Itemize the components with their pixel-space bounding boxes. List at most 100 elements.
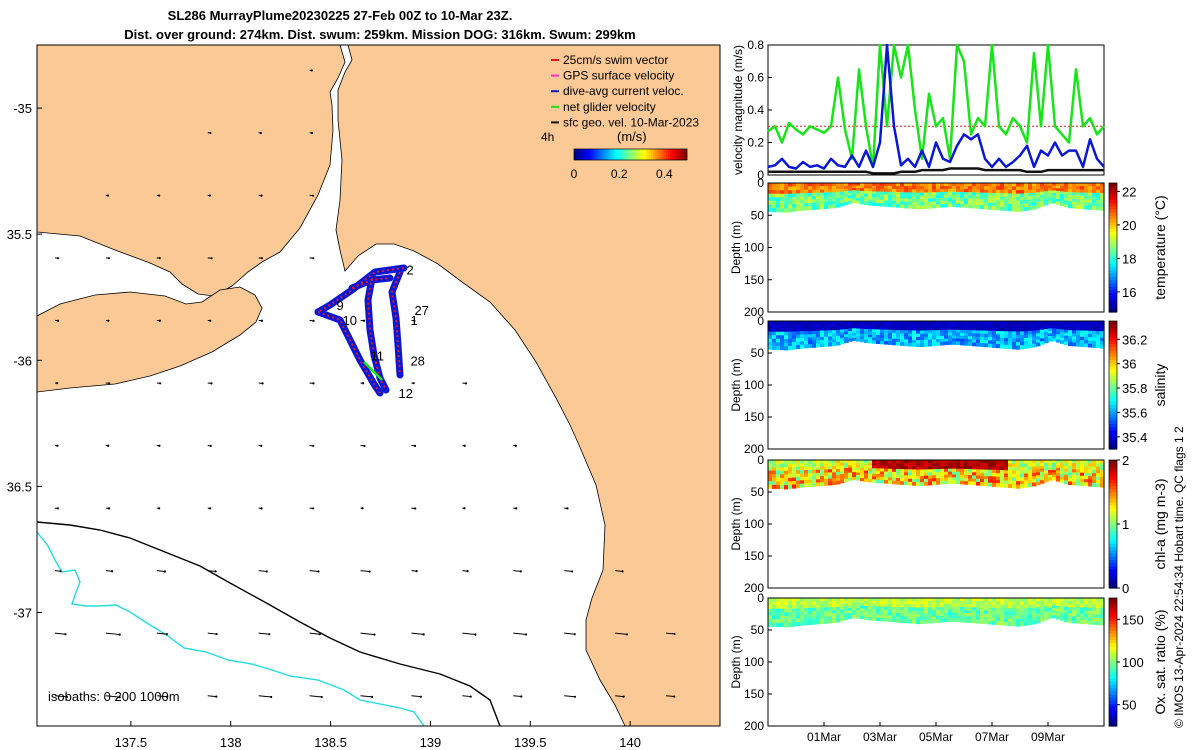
section-cell [1076, 598, 1081, 602]
section-cell [896, 460, 901, 464]
section-colorbar-cell [1109, 713, 1117, 717]
section-cell [844, 603, 849, 607]
section-cell [1000, 193, 1005, 198]
section-cell [1048, 336, 1053, 340]
section-cell [1020, 618, 1025, 623]
colorbar-cell [652, 149, 656, 160]
section-cell [832, 327, 837, 331]
section-cell [800, 344, 805, 349]
section-cell [884, 462, 889, 467]
section-colorbar-cell [1109, 308, 1117, 313]
geo-velocity-head [622, 695, 625, 698]
section-cell [1028, 463, 1033, 468]
section-cell [1024, 186, 1029, 191]
section-cell [1072, 324, 1077, 328]
section-cell [832, 186, 837, 190]
section-cell [984, 333, 989, 338]
section-cell [1036, 619, 1041, 624]
section-cell [804, 341, 809, 345]
section-cell [776, 342, 781, 347]
section-cell [956, 188, 961, 193]
section-cell [864, 460, 869, 464]
section-cell [1100, 618, 1105, 623]
section-cell [900, 336, 905, 340]
section-cell [980, 186, 985, 190]
section-cell [800, 601, 805, 606]
section-cell [816, 614, 821, 618]
section-colorbar-cell [1109, 543, 1117, 547]
section-cell [936, 616, 941, 620]
colorbar-cell [632, 149, 635, 160]
section-cell [852, 325, 857, 329]
section-cell [924, 205, 929, 209]
section-cell [892, 191, 897, 196]
section-cell [1008, 608, 1013, 613]
section-cell [796, 466, 801, 471]
section-cell [1024, 608, 1029, 613]
geo-velocity-head [64, 633, 67, 636]
section-cell [860, 333, 865, 338]
section-cell [1040, 326, 1045, 331]
section-cell [880, 321, 885, 325]
section-cell [816, 476, 821, 480]
section-cell [1096, 598, 1101, 602]
section-cell [904, 604, 909, 608]
section-cell [812, 601, 817, 606]
section-cell [920, 343, 925, 347]
section-colorbar-cell [1109, 263, 1117, 268]
section-cell [912, 475, 917, 480]
section-cell [980, 202, 985, 206]
map-ytick-label: 36.5 [7, 479, 32, 494]
section-cell [772, 328, 777, 333]
colorbar-cell [619, 149, 622, 160]
section-cell [912, 460, 917, 464]
section-cell [832, 189, 837, 193]
section-cell [876, 598, 881, 602]
section-cell [816, 333, 821, 338]
section-cell [996, 321, 1001, 325]
section-cell [916, 330, 921, 335]
section-cell [1000, 337, 1005, 342]
section-colorbar-cell [1109, 546, 1117, 551]
section-colorbar-cell [1109, 343, 1117, 348]
section-cell [1000, 334, 1005, 339]
section-colorbar-cell [1109, 423, 1117, 428]
section-cell [1012, 345, 1017, 350]
section-cell [804, 608, 809, 612]
section-cell [968, 321, 973, 325]
geo-velocity-vector [666, 632, 675, 635]
section-cell [1056, 190, 1061, 195]
section-cell [808, 337, 813, 342]
section-colorbar-cell [1109, 703, 1117, 708]
section-cell [880, 600, 885, 605]
section-cell [876, 199, 881, 204]
section-cell [1052, 323, 1057, 327]
section-cell [872, 326, 877, 330]
section-cell [1044, 323, 1049, 327]
section-cell [880, 332, 885, 336]
geo-velocity-head [412, 382, 415, 385]
geo-velocity-head [259, 131, 262, 135]
section-cell [920, 463, 925, 467]
section-cell [780, 335, 785, 340]
section-cell [968, 601, 973, 605]
section-ytick-label: 0 [757, 314, 764, 328]
section-cell [1052, 605, 1057, 609]
section-cell [1036, 616, 1041, 621]
section-cell [772, 463, 777, 468]
section-cell [1060, 598, 1065, 602]
section-cell [880, 194, 885, 198]
section-cell [1076, 481, 1081, 486]
section-cell [1004, 331, 1009, 336]
geo-velocity-vector [360, 695, 373, 698]
section-colorbar-cell [1109, 501, 1117, 506]
section-cell [980, 183, 985, 187]
section-cell [880, 612, 885, 616]
section-cell [1064, 465, 1069, 470]
section-cell [812, 186, 817, 191]
section-cell [956, 338, 961, 343]
section-cell [1036, 460, 1041, 464]
section-cell [1016, 622, 1021, 627]
section-cell [932, 460, 937, 464]
section-cell [1016, 321, 1021, 326]
